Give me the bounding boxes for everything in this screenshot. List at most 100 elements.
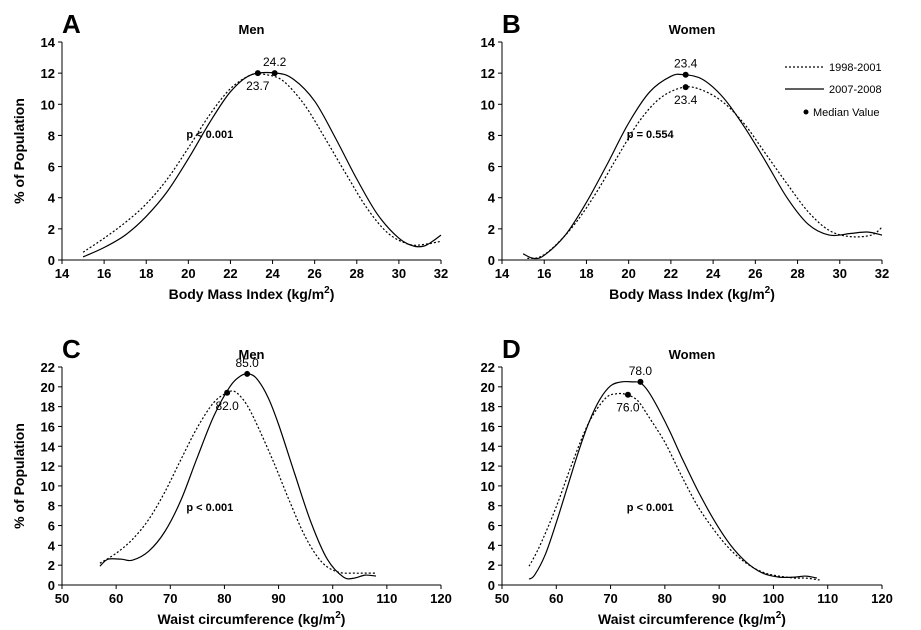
y-tick-label: 10: [41, 479, 55, 494]
x-axis-label-sup: 2: [776, 610, 782, 621]
x-tick-label: 30: [392, 266, 406, 281]
x-tick-label: 100: [763, 591, 785, 606]
median-label: 23.7: [246, 79, 270, 93]
x-tick-label: 26: [307, 266, 321, 281]
median-label: 76.0: [616, 401, 640, 415]
x-tick-label: 120: [871, 591, 893, 606]
p-value-annotation: p < 0.001: [627, 502, 674, 514]
y-tick-label: 16: [481, 419, 495, 434]
x-tick-label: 28: [350, 266, 364, 281]
x-tick-label: 24: [265, 266, 280, 281]
y-tick-label: 12: [481, 66, 495, 81]
x-tick-label: 80: [658, 591, 672, 606]
x-axis-label-end: ): [770, 286, 775, 302]
series-line-2007-2008: [82, 71, 442, 258]
panel-letter: C: [62, 334, 81, 364]
panel-title: Men: [239, 22, 265, 37]
x-tick-label: 28: [790, 266, 804, 281]
x-tick-label: 16: [537, 266, 551, 281]
x-axis-label-end: ): [330, 286, 335, 302]
x-tick-label: 90: [271, 591, 285, 606]
x-axis-label-sup: 2: [335, 610, 341, 621]
y-tick-label: 8: [488, 499, 495, 514]
y-tick-label: 4: [488, 191, 496, 206]
legend-marker: [803, 109, 809, 115]
x-axis-label: Waist circumference (kg/m2): [158, 610, 346, 627]
y-tick-label: 4: [488, 538, 496, 553]
y-tick-label: 0: [48, 253, 55, 268]
x-axis-label: Waist circumference (kg/m2): [598, 610, 786, 627]
y-tick-label: 2: [488, 222, 495, 237]
median-label: 24.2: [263, 55, 287, 69]
y-tick-label: 6: [488, 160, 495, 175]
series-line-1998-2001: [528, 392, 820, 581]
x-tick-label: 18: [579, 266, 593, 281]
x-axis-label-sup: 2: [765, 285, 771, 296]
x-tick-label: 20: [181, 266, 195, 281]
x-tick-label: 60: [549, 591, 563, 606]
x-tick-label: 90: [712, 591, 726, 606]
x-axis-label-text: Waist circumference (kg/m: [158, 611, 336, 627]
y-tick-label: 6: [48, 160, 55, 175]
y-axis-label: % of Population: [11, 423, 27, 529]
x-axis-label-end: ): [781, 611, 786, 627]
median-label: 78.0: [629, 364, 653, 378]
series-line-2007-2008: [522, 73, 883, 260]
x-tick-label: 14: [55, 266, 70, 281]
y-tick-label: 18: [41, 400, 55, 415]
x-tick-label: 22: [223, 266, 237, 281]
y-tick-label: 10: [41, 97, 55, 112]
median-marker: [224, 389, 231, 396]
y-tick-label: 10: [481, 97, 495, 112]
y-tick-label: 4: [48, 191, 56, 206]
median-marker: [682, 71, 689, 78]
x-tick-label: 80: [217, 591, 231, 606]
y-tick-label: 0: [488, 253, 495, 268]
panel-title: Women: [669, 22, 716, 37]
y-tick-label: 20: [481, 380, 495, 395]
median-marker: [254, 70, 261, 77]
panel-title: Women: [669, 347, 716, 362]
x-tick-label: 30: [833, 266, 847, 281]
legend-label: Median Value: [813, 107, 879, 119]
x-tick-label: 50: [55, 591, 69, 606]
y-tick-label: 0: [488, 578, 495, 593]
x-axis-label-end: ): [341, 611, 346, 627]
median-marker: [624, 391, 631, 398]
legend-label: 2007-2008: [829, 84, 882, 96]
y-tick-label: 8: [488, 128, 495, 143]
x-tick-label: 32: [434, 266, 448, 281]
y-tick-label: 2: [488, 558, 495, 573]
x-axis-label-text: Body Mass Index (kg/m: [169, 286, 325, 302]
y-tick-label: 14: [481, 35, 496, 50]
y-tick-label: 2: [48, 222, 55, 237]
y-tick-label: 12: [481, 459, 495, 474]
y-tick-label: 12: [41, 459, 55, 474]
x-tick-label: 26: [748, 266, 762, 281]
y-tick-label: 14: [41, 35, 56, 50]
median-marker: [271, 70, 278, 77]
x-tick-label: 60: [109, 591, 123, 606]
x-tick-label: 70: [603, 591, 617, 606]
median-label: 82.0: [215, 399, 239, 413]
legend-label: 1998-2001: [829, 62, 882, 74]
x-tick-label: 20: [621, 266, 635, 281]
x-tick-label: 24: [706, 266, 721, 281]
y-axis-label: % of Population: [11, 98, 27, 204]
p-value-annotation: p < 0.001: [186, 129, 233, 141]
panel-title: Men: [239, 347, 265, 362]
x-tick-label: 70: [163, 591, 177, 606]
x-axis-label: Body Mass Index (kg/m2): [169, 285, 335, 302]
x-tick-label: 50: [495, 591, 509, 606]
p-value-annotation: p = 0.554: [627, 129, 675, 141]
panel-c: 50 60 70 80 90 100 110 120 0 2 4 6 8 10 12 14 16 18 20 22 C M…: [11, 334, 452, 627]
y-tick-label: 12: [41, 66, 55, 81]
x-axis-label: Body Mass Index (kg/m2): [609, 285, 775, 302]
x-tick-label: 16: [97, 266, 111, 281]
x-tick-label: 120: [430, 591, 452, 606]
median-marker: [637, 378, 644, 385]
x-tick-label: 22: [664, 266, 678, 281]
